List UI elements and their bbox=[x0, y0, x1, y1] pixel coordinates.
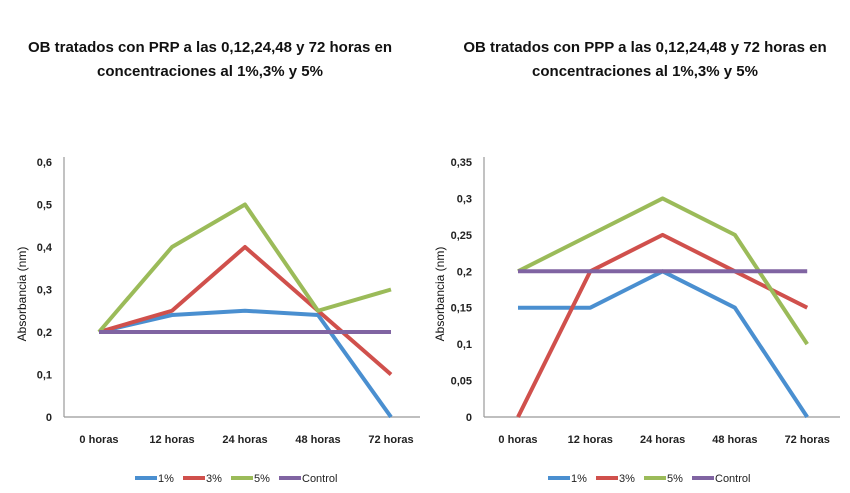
legend-label: 1% bbox=[158, 473, 174, 485]
chart-title: concentraciones al 1%,3% y 5% bbox=[532, 63, 758, 80]
y-tick-label: 0,3 bbox=[457, 193, 472, 205]
y-axis-label: Absorbancia (nm) bbox=[15, 247, 29, 342]
legend-label: 3% bbox=[206, 473, 222, 485]
legend-label: Control bbox=[302, 473, 337, 485]
x-tick-label: 12 horas bbox=[568, 434, 613, 446]
series-line-1pct bbox=[99, 311, 391, 417]
y-tick-label: 0,3 bbox=[37, 285, 52, 297]
y-tick-label: 0,2 bbox=[457, 266, 472, 278]
y-tick-label: 0,2 bbox=[37, 327, 52, 339]
legend-label: 1% bbox=[571, 473, 587, 485]
chart-title: OB tratados con PPP a las 0,12,24,48 y 7… bbox=[463, 39, 826, 56]
x-tick-label: 0 horas bbox=[79, 434, 118, 446]
legend-label: 5% bbox=[667, 473, 683, 485]
series-line-3pct bbox=[518, 235, 807, 417]
y-tick-label: 0,5 bbox=[37, 200, 52, 212]
x-tick-label: 48 horas bbox=[295, 434, 340, 446]
series-line-1pct bbox=[518, 271, 807, 417]
y-tick-label: 0,1 bbox=[457, 339, 472, 351]
y-tick-label: 0,25 bbox=[451, 230, 472, 242]
y-tick-label: 0 bbox=[46, 412, 52, 424]
legend-label: 3% bbox=[619, 473, 635, 485]
x-tick-label: 12 horas bbox=[149, 434, 194, 446]
y-tick-label: 0,1 bbox=[37, 370, 52, 382]
y-tick-label: 0,4 bbox=[37, 242, 53, 254]
x-tick-label: 24 horas bbox=[640, 434, 685, 446]
chart-title: OB tratados con PRP a las 0,12,24,48 y 7… bbox=[28, 39, 392, 56]
y-tick-label: 0,35 bbox=[451, 157, 472, 169]
x-tick-label: 48 horas bbox=[712, 434, 757, 446]
y-tick-label: 0,6 bbox=[37, 157, 52, 169]
legend-label: Control bbox=[715, 473, 750, 485]
legend-label: 5% bbox=[254, 473, 270, 485]
y-axis-label: Absorbancia (nm) bbox=[433, 247, 447, 342]
series-line-5pct bbox=[99, 205, 391, 333]
chart-1: OB tratados con PRP a las 0,12,24,48 y 7… bbox=[15, 39, 420, 485]
x-tick-label: 72 horas bbox=[368, 434, 413, 446]
y-tick-label: 0,15 bbox=[451, 303, 472, 315]
chart-2: OB tratados con PPP a las 0,12,24,48 y 7… bbox=[433, 39, 840, 485]
y-tick-label: 0,05 bbox=[451, 376, 472, 388]
chart-title: concentraciones al 1%,3% y 5% bbox=[97, 63, 323, 80]
x-tick-label: 24 horas bbox=[222, 434, 267, 446]
x-tick-label: 0 horas bbox=[498, 434, 537, 446]
y-tick-label: 0 bbox=[466, 412, 472, 424]
x-tick-label: 72 horas bbox=[785, 434, 830, 446]
